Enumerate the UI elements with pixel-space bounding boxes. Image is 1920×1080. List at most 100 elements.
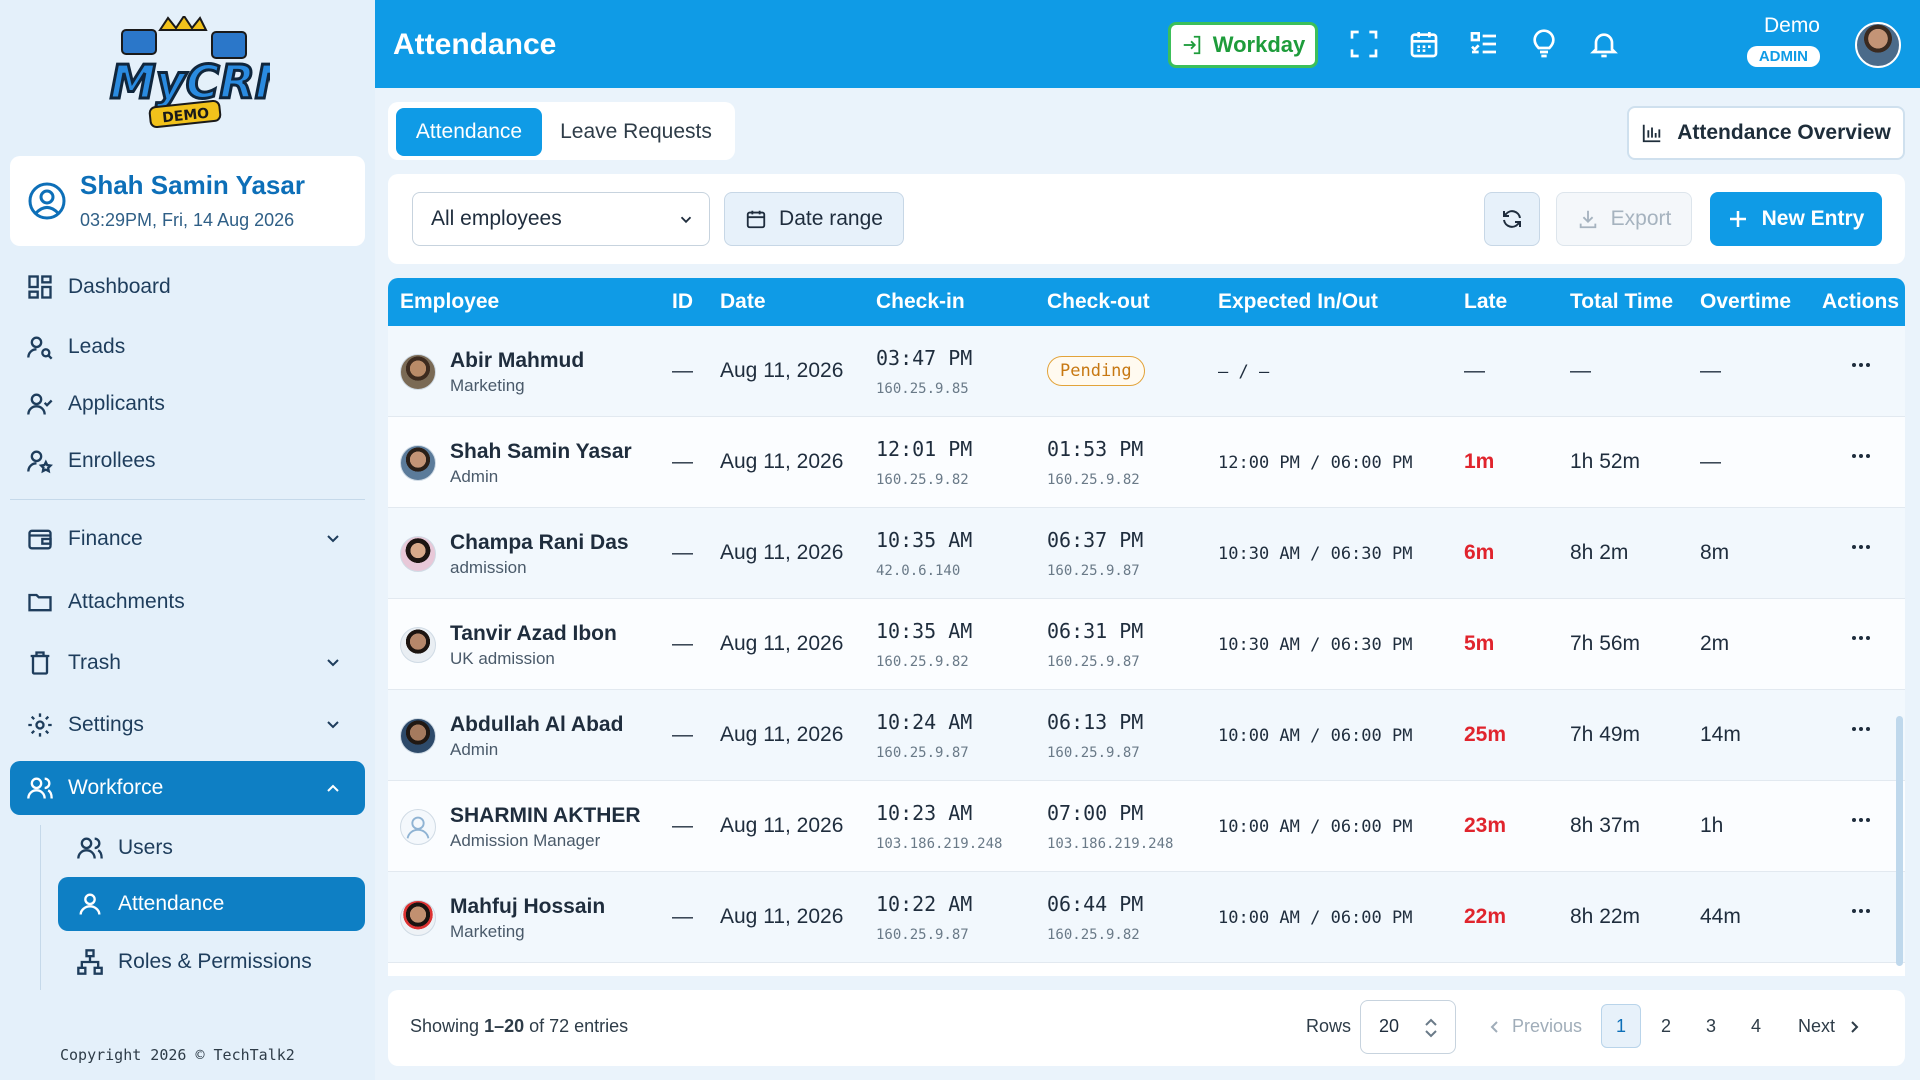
page-button-2[interactable]: 2 (1660, 1015, 1671, 1036)
svg-text:DEMO: DEMO (161, 106, 210, 127)
sidebar-item-applicants[interactable]: Applicants (10, 377, 365, 431)
previous-label: Previous (1512, 1016, 1583, 1036)
rows-per-page-select[interactable]: 20 (1360, 1000, 1456, 1054)
total-time: 7h 49m (1570, 723, 1641, 746)
chevron-down-icon (327, 535, 339, 543)
profile-card[interactable]: Shah Samin Yasar 03:29PM, Fri, 14 Aug 20… (10, 156, 365, 246)
next-page-button[interactable]: Next (1798, 1016, 1861, 1037)
checkout-time: 07:00 PM (1047, 801, 1144, 825)
late-value: 25m (1464, 723, 1507, 746)
total-time: 7h 56m (1570, 632, 1641, 655)
calendar-icon[interactable] (1408, 28, 1440, 60)
expected-in-out: 10:30 AM / 06:30 PM (1218, 635, 1413, 655)
sidebar-item-finance[interactable]: Finance (10, 512, 365, 566)
column-header[interactable]: Check-out (1047, 290, 1150, 313)
column-header[interactable]: Overtime (1700, 290, 1792, 313)
bar-chart-icon (1643, 124, 1661, 143)
more-actions-icon[interactable] (1850, 451, 1872, 461)
table-row[interactable]: Tanvir Azad Ibon UK admission — Aug 11, … (388, 599, 1905, 690)
column-header[interactable]: Check-in (876, 290, 965, 313)
copyright-text: Copyright 2026 © TechTalk2 (60, 1046, 295, 1064)
overtime: 14m (1700, 723, 1741, 746)
sidebar-item-workforce[interactable]: Workforce (10, 761, 365, 815)
table-header: Employee ID Date Check-in Check-out Expe… (388, 278, 1905, 326)
refresh-button[interactable] (1484, 192, 1540, 246)
column-header[interactable]: Total Time (1570, 290, 1674, 313)
sidebar-item-trash[interactable]: Trash (10, 636, 365, 690)
table-scrollbar[interactable] (1896, 716, 1903, 966)
employee-name: Shah Samin Yasar (450, 440, 632, 463)
previous-page-button[interactable]: Previous (1488, 1016, 1582, 1037)
page-button-1[interactable]: 1 (1601, 1004, 1641, 1048)
table-row[interactable]: Abdullah Al Abad Admin — Aug 11, 2026 10… (388, 690, 1905, 781)
employee-id: — (672, 632, 693, 655)
bell-icon[interactable] (1588, 28, 1620, 60)
sign-in-icon (1183, 35, 1200, 55)
lightbulb-icon[interactable] (1528, 28, 1560, 60)
column-header[interactable]: Expected In/Out (1218, 290, 1378, 313)
default-avatar-icon (400, 809, 436, 845)
page-button-4[interactable]: 4 (1750, 1015, 1761, 1036)
date-range-button[interactable]: Date range (724, 192, 904, 246)
employee-avatar (400, 445, 436, 481)
fullscreen-icon[interactable] (1348, 28, 1380, 60)
late-value: — (1464, 359, 1485, 382)
checkin-time: 10:24 AM (876, 710, 973, 734)
attendance-date: Aug 11, 2026 (720, 359, 844, 382)
table-row[interactable]: Abir Mahmud Marketing — Aug 11, 2026 03:… (388, 326, 1905, 417)
calendar-icon (746, 210, 766, 229)
table-row[interactable]: Shah Samin Yasar Admin — Aug 11, 2026 12… (388, 417, 1905, 508)
more-actions-icon[interactable] (1850, 815, 1872, 825)
column-header[interactable]: Late (1464, 290, 1508, 313)
tab-leave-requests[interactable]: Leave Requests (560, 120, 712, 143)
sidebar-subitem-roles[interactable]: Roles & Permissions (58, 935, 365, 989)
top-header: Attendance Workday Demo ADMIN (375, 0, 1920, 88)
page-button-3[interactable]: 3 (1705, 1015, 1716, 1036)
employee-role: Admission Manager (450, 831, 601, 850)
table-row[interactable]: Champa Rani Das admission — Aug 11, 2026… (388, 508, 1905, 599)
sidebar-subitem-users[interactable]: Users (58, 821, 365, 875)
table-row[interactable]: SHARMIN AKTHER Admission Manager — Aug 1… (388, 781, 1905, 872)
column-header[interactable]: Date (720, 290, 766, 313)
column-header[interactable]: ID (672, 290, 693, 313)
new-entry-label: New Entry (1761, 207, 1865, 230)
more-actions-icon[interactable] (1850, 906, 1872, 916)
tab-attendance[interactable]: Attendance (396, 108, 542, 156)
date-range-label: Date range (779, 207, 883, 230)
employee-role: Marketing (450, 922, 525, 941)
sidebar-item-attachments[interactable]: Attachments (10, 575, 365, 629)
employee-avatar (400, 536, 436, 572)
profile-name: Shah Samin Yasar (80, 170, 305, 200)
mycrm-logo[interactable]: MyCRM DEMO (100, 16, 270, 136)
sidebar-subitem-attendance[interactable]: Attendance (58, 877, 365, 931)
workday-button[interactable]: Workday (1168, 22, 1318, 68)
more-actions-icon[interactable] (1850, 360, 1872, 370)
more-actions-icon[interactable] (1850, 542, 1872, 552)
employee-select[interactable]: All employees (412, 192, 710, 246)
sidebar-item-leads[interactable]: Leads (10, 320, 365, 374)
employee-role: UK admission (450, 649, 555, 668)
column-header[interactable]: Employee (400, 290, 500, 313)
more-actions-icon[interactable] (1850, 633, 1872, 643)
task-list-icon[interactable] (1468, 28, 1500, 60)
new-entry-button[interactable]: New Entry (1710, 192, 1882, 246)
rows-label: Rows (1306, 1016, 1352, 1036)
checkin-ip: 160.25.9.87 (876, 927, 969, 943)
checkout-time: 01:53 PM (1047, 437, 1144, 461)
employee-id: — (672, 541, 693, 564)
employee-id: — (672, 450, 693, 473)
user-avatar[interactable] (1855, 22, 1901, 68)
table-row[interactable]: Mahfuj Hossain Marketing — Aug 11, 2026 … (388, 872, 1905, 963)
sidebar-item-dashboard[interactable]: Dashboard (10, 260, 365, 314)
sidebar-item-settings[interactable]: Settings (10, 698, 365, 752)
attendance-overview-button[interactable]: Attendance Overview (1627, 106, 1905, 160)
more-actions-icon[interactable] (1850, 724, 1872, 734)
sidebar-subitem-label: Roles & Permissions (118, 950, 312, 973)
user-menu[interactable]: Demo ADMIN (1642, 12, 1842, 74)
sidebar-item-enrollees[interactable]: Enrollees (10, 434, 365, 488)
user-circle-icon (28, 182, 66, 220)
late-value: 23m (1464, 814, 1507, 837)
export-button[interactable]: Export (1556, 192, 1692, 246)
profile-datetime: 03:29PM, Fri, 14 Aug 2026 (80, 210, 295, 230)
expected-in-out: 10:30 AM / 06:30 PM (1218, 544, 1413, 564)
